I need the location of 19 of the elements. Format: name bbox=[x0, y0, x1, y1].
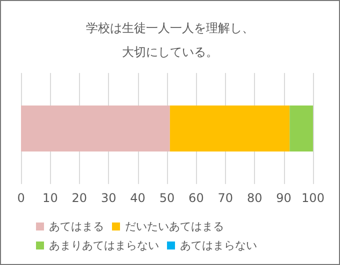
x-tick-label: 50 bbox=[159, 191, 175, 205]
x-tick-label: 40 bbox=[130, 191, 146, 205]
x-tick-label: 10 bbox=[42, 191, 58, 205]
bar bbox=[290, 106, 313, 152]
x-tick-label: 90 bbox=[276, 191, 292, 205]
bar bbox=[21, 106, 170, 152]
chart-title: 学校は生徒一人一人を理解し、大切にしている。 bbox=[86, 21, 254, 59]
bar bbox=[170, 106, 290, 152]
x-tick-label: 70 bbox=[218, 191, 234, 205]
x-tick-label: 80 bbox=[246, 191, 262, 205]
legend-label: だいたいあてはまる bbox=[125, 220, 224, 233]
legend-label: あまりあてはまらない bbox=[49, 239, 159, 252]
x-tick-label: 100 bbox=[302, 191, 324, 205]
legend-label: あてはまる bbox=[49, 220, 104, 233]
x-tick-label: 60 bbox=[188, 191, 204, 205]
x-tick-label: 30 bbox=[100, 191, 116, 205]
x-tick-label: 20 bbox=[72, 191, 88, 205]
legend-label: あてはまらない bbox=[180, 239, 257, 252]
x-tick-label: 0 bbox=[17, 191, 25, 205]
